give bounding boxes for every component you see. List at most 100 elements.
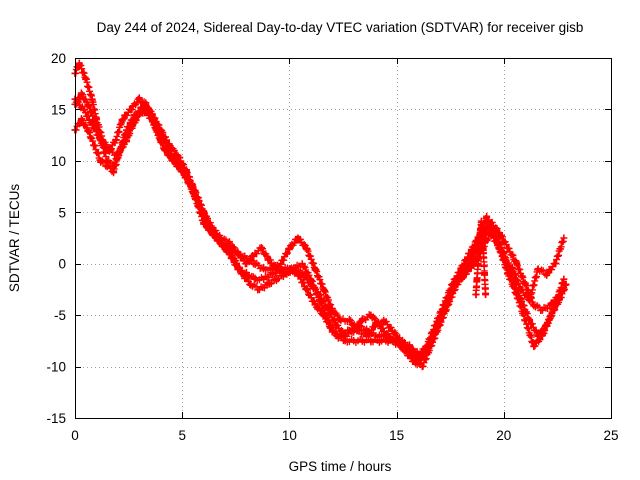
- data-point: [131, 116, 139, 124]
- data-point: [337, 316, 345, 324]
- x-tick-label: 25: [603, 428, 618, 443]
- data-point: [491, 234, 499, 242]
- data-point: [465, 249, 473, 257]
- data-point: [247, 280, 255, 288]
- y-tick-label: -5: [54, 308, 66, 323]
- data-point: [354, 327, 362, 335]
- data-point: [367, 311, 375, 319]
- x-tick-label: 0: [71, 428, 79, 443]
- data-point: [483, 213, 491, 221]
- data-point: [118, 116, 126, 124]
- plot-area: [71, 59, 570, 371]
- data-point: [75, 59, 83, 67]
- data-point: [517, 285, 525, 293]
- data-point: [174, 152, 182, 160]
- data-point: [388, 327, 396, 335]
- data-point: [538, 332, 546, 340]
- data-point: [82, 75, 90, 83]
- data-point: [513, 260, 521, 268]
- data-point: [260, 275, 268, 283]
- data-point: [530, 342, 538, 350]
- data-point: [110, 167, 118, 175]
- data-point: [303, 244, 311, 252]
- data-point: [90, 141, 98, 149]
- data-point: [135, 95, 143, 103]
- data-point: [461, 270, 469, 278]
- data-point: [298, 260, 306, 268]
- data-point: [251, 275, 259, 283]
- data-point: [182, 167, 190, 175]
- data-point: [473, 275, 481, 283]
- data-point: [500, 255, 508, 263]
- x-axis-label: GPS time / hours: [289, 459, 392, 474]
- data-point: [405, 342, 413, 350]
- data-point: [290, 265, 298, 273]
- data-point: [358, 316, 366, 324]
- data-point: [556, 296, 564, 304]
- grid-lines: [75, 58, 611, 418]
- data-point: [543, 270, 551, 278]
- data-point: [277, 260, 285, 268]
- data-point: [562, 280, 570, 288]
- data-point: [88, 121, 96, 129]
- data-point: [127, 105, 135, 113]
- data-point: [534, 265, 542, 273]
- data-point: [77, 90, 85, 98]
- data-point: [472, 291, 480, 299]
- data-point: [165, 141, 173, 149]
- series-track-d: [71, 95, 568, 360]
- data-point: [513, 291, 521, 299]
- data-point: [478, 234, 486, 242]
- data-point: [200, 208, 208, 216]
- data-point: [170, 157, 178, 165]
- y-tick-label: 0: [58, 257, 66, 272]
- data-point: [423, 342, 431, 350]
- plot-frame: [75, 58, 612, 419]
- data-point: [320, 285, 328, 293]
- data-point: [161, 147, 169, 155]
- data-point: [251, 249, 259, 257]
- data-point: [363, 332, 371, 340]
- data-point: [320, 311, 328, 319]
- data-point: [521, 280, 529, 288]
- data-point: [77, 116, 85, 124]
- data-point: [191, 188, 199, 196]
- x-tick-label: 15: [389, 428, 404, 443]
- data-point: [476, 229, 484, 237]
- data-point: [538, 306, 546, 314]
- data-point: [298, 270, 306, 278]
- data-point: [225, 244, 233, 252]
- data-point: [440, 301, 448, 309]
- data-point: [401, 347, 409, 355]
- y-tick-label: -10: [46, 360, 66, 375]
- data-point: [112, 136, 120, 144]
- x-tick-label: 20: [496, 428, 511, 443]
- data-point: [328, 306, 336, 314]
- data-point: [418, 363, 426, 371]
- data-point: [482, 291, 490, 299]
- data-point: [303, 285, 311, 293]
- data-point: [157, 126, 165, 134]
- data-point: [88, 95, 96, 103]
- series-track-b: [71, 89, 568, 365]
- data-point: [268, 265, 276, 273]
- data-point: [122, 131, 130, 139]
- data-point: [380, 316, 388, 324]
- data-point: [375, 337, 383, 345]
- data-point: [328, 327, 336, 335]
- data-point: [234, 249, 242, 257]
- data-point: [397, 337, 405, 345]
- data-point: [273, 275, 281, 283]
- data-point: [345, 316, 353, 324]
- chart-title: Day 244 of 2024, Sidereal Day-to-day VTE…: [97, 20, 584, 35]
- data-point: [521, 316, 529, 324]
- data-point: [333, 321, 341, 329]
- data-point: [475, 244, 483, 252]
- data-point: [474, 260, 482, 268]
- data-point: [264, 255, 272, 263]
- data-point: [526, 296, 534, 304]
- data-point: [243, 255, 251, 263]
- data-point: [371, 332, 379, 340]
- data-point: [251, 260, 259, 268]
- data-point: [367, 337, 375, 345]
